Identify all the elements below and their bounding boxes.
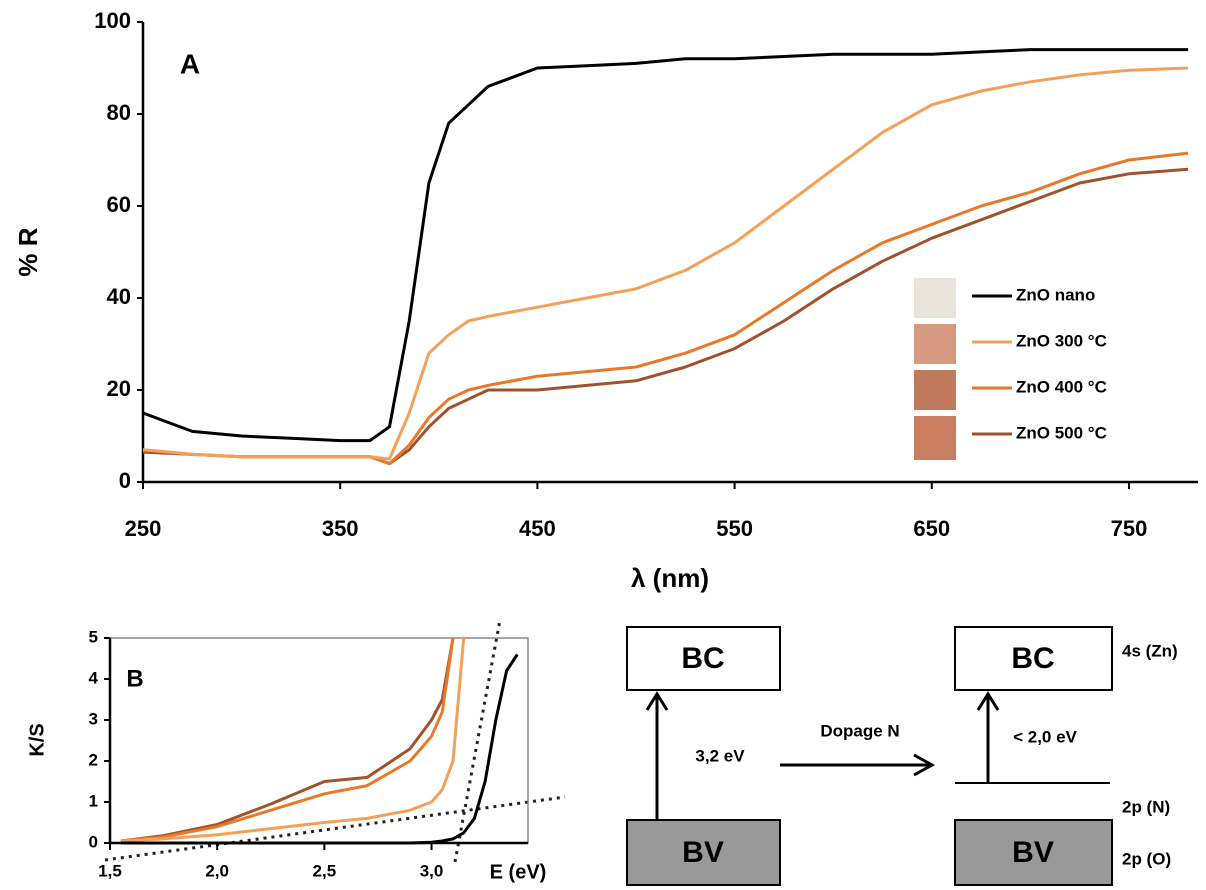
arrow-head	[645, 691, 669, 711]
y-axis-label: K/S	[26, 723, 48, 756]
sample-swatches	[914, 278, 956, 460]
x-tick-label: 650	[913, 516, 950, 541]
legend-label: ZnO 500 °C	[1016, 423, 1107, 442]
panel-label: B	[126, 665, 143, 692]
x-tick-label: 350	[322, 516, 359, 541]
box	[626, 626, 781, 691]
data-line	[120, 637, 466, 843]
data-line	[142, 66, 1189, 461]
x-tick-label: 2,5	[313, 861, 337, 880]
arrow-head	[913, 753, 936, 777]
band-diagram	[626, 626, 1113, 886]
tangent	[453, 619, 502, 863]
x-axis-label: E (eV)	[490, 861, 547, 883]
tangent-lines	[104, 619, 566, 863]
x-tick-label: 2,0	[205, 861, 229, 880]
x-tick-label: 450	[519, 516, 556, 541]
data-line	[120, 637, 455, 843]
band-label: BV	[1012, 836, 1054, 869]
swatch	[914, 370, 956, 410]
level-label: 2p (N)	[1122, 797, 1170, 816]
box	[954, 819, 1113, 886]
y-tick-label: 2	[89, 750, 98, 769]
legend-label: ZnO 300 °C	[1016, 331, 1107, 350]
panel-label: A	[180, 48, 200, 79]
x-tick-label: 3,0	[420, 861, 444, 880]
legend-label: ZnO nano	[1016, 285, 1095, 304]
arrow-head	[976, 691, 1000, 711]
arrow-label: Dopage N	[820, 721, 899, 740]
box	[626, 819, 781, 886]
data-line	[120, 637, 455, 843]
band-label: BC	[1011, 642, 1054, 675]
y-tick-label: 1	[89, 791, 98, 810]
legend-label: ZnO 400 °C	[1016, 377, 1107, 396]
x-tick-label: 250	[125, 516, 162, 541]
level-label: 2p (O)	[1122, 849, 1171, 868]
y-tick-label: 20	[107, 376, 131, 401]
y-tick-label: 40	[107, 284, 131, 309]
data-line	[120, 653, 519, 845]
y-tick-label: 5	[89, 627, 98, 646]
box	[954, 626, 1113, 691]
gap-label: 3,2 eV	[695, 746, 745, 765]
x-tick-label: 750	[1111, 516, 1148, 541]
swatch	[914, 278, 956, 318]
level-label: 4s (Zn)	[1122, 641, 1178, 660]
tangent	[104, 795, 566, 862]
x-tick-label: 1,5	[98, 861, 122, 880]
y-axis-label: % R	[13, 227, 43, 276]
data-line	[142, 48, 1189, 443]
swatch	[914, 416, 956, 460]
y-tick-label: 0	[89, 832, 98, 851]
y-tick-label: 3	[89, 709, 98, 728]
x-tick-label: 550	[716, 516, 753, 541]
data-line	[142, 167, 1189, 466]
y-tick-label: 100	[94, 8, 131, 33]
swatch	[914, 324, 956, 364]
gap-label: < 2,0 eV	[1013, 727, 1077, 746]
y-tick-label: 80	[107, 100, 131, 125]
band-label: BV	[682, 836, 724, 869]
x-axis-label: λ (nm)	[631, 563, 709, 593]
y-tick-label: 60	[107, 192, 131, 217]
band-label: BC	[681, 642, 724, 675]
y-tick-label: 4	[89, 668, 99, 687]
y-tick-label: 0	[119, 468, 131, 493]
